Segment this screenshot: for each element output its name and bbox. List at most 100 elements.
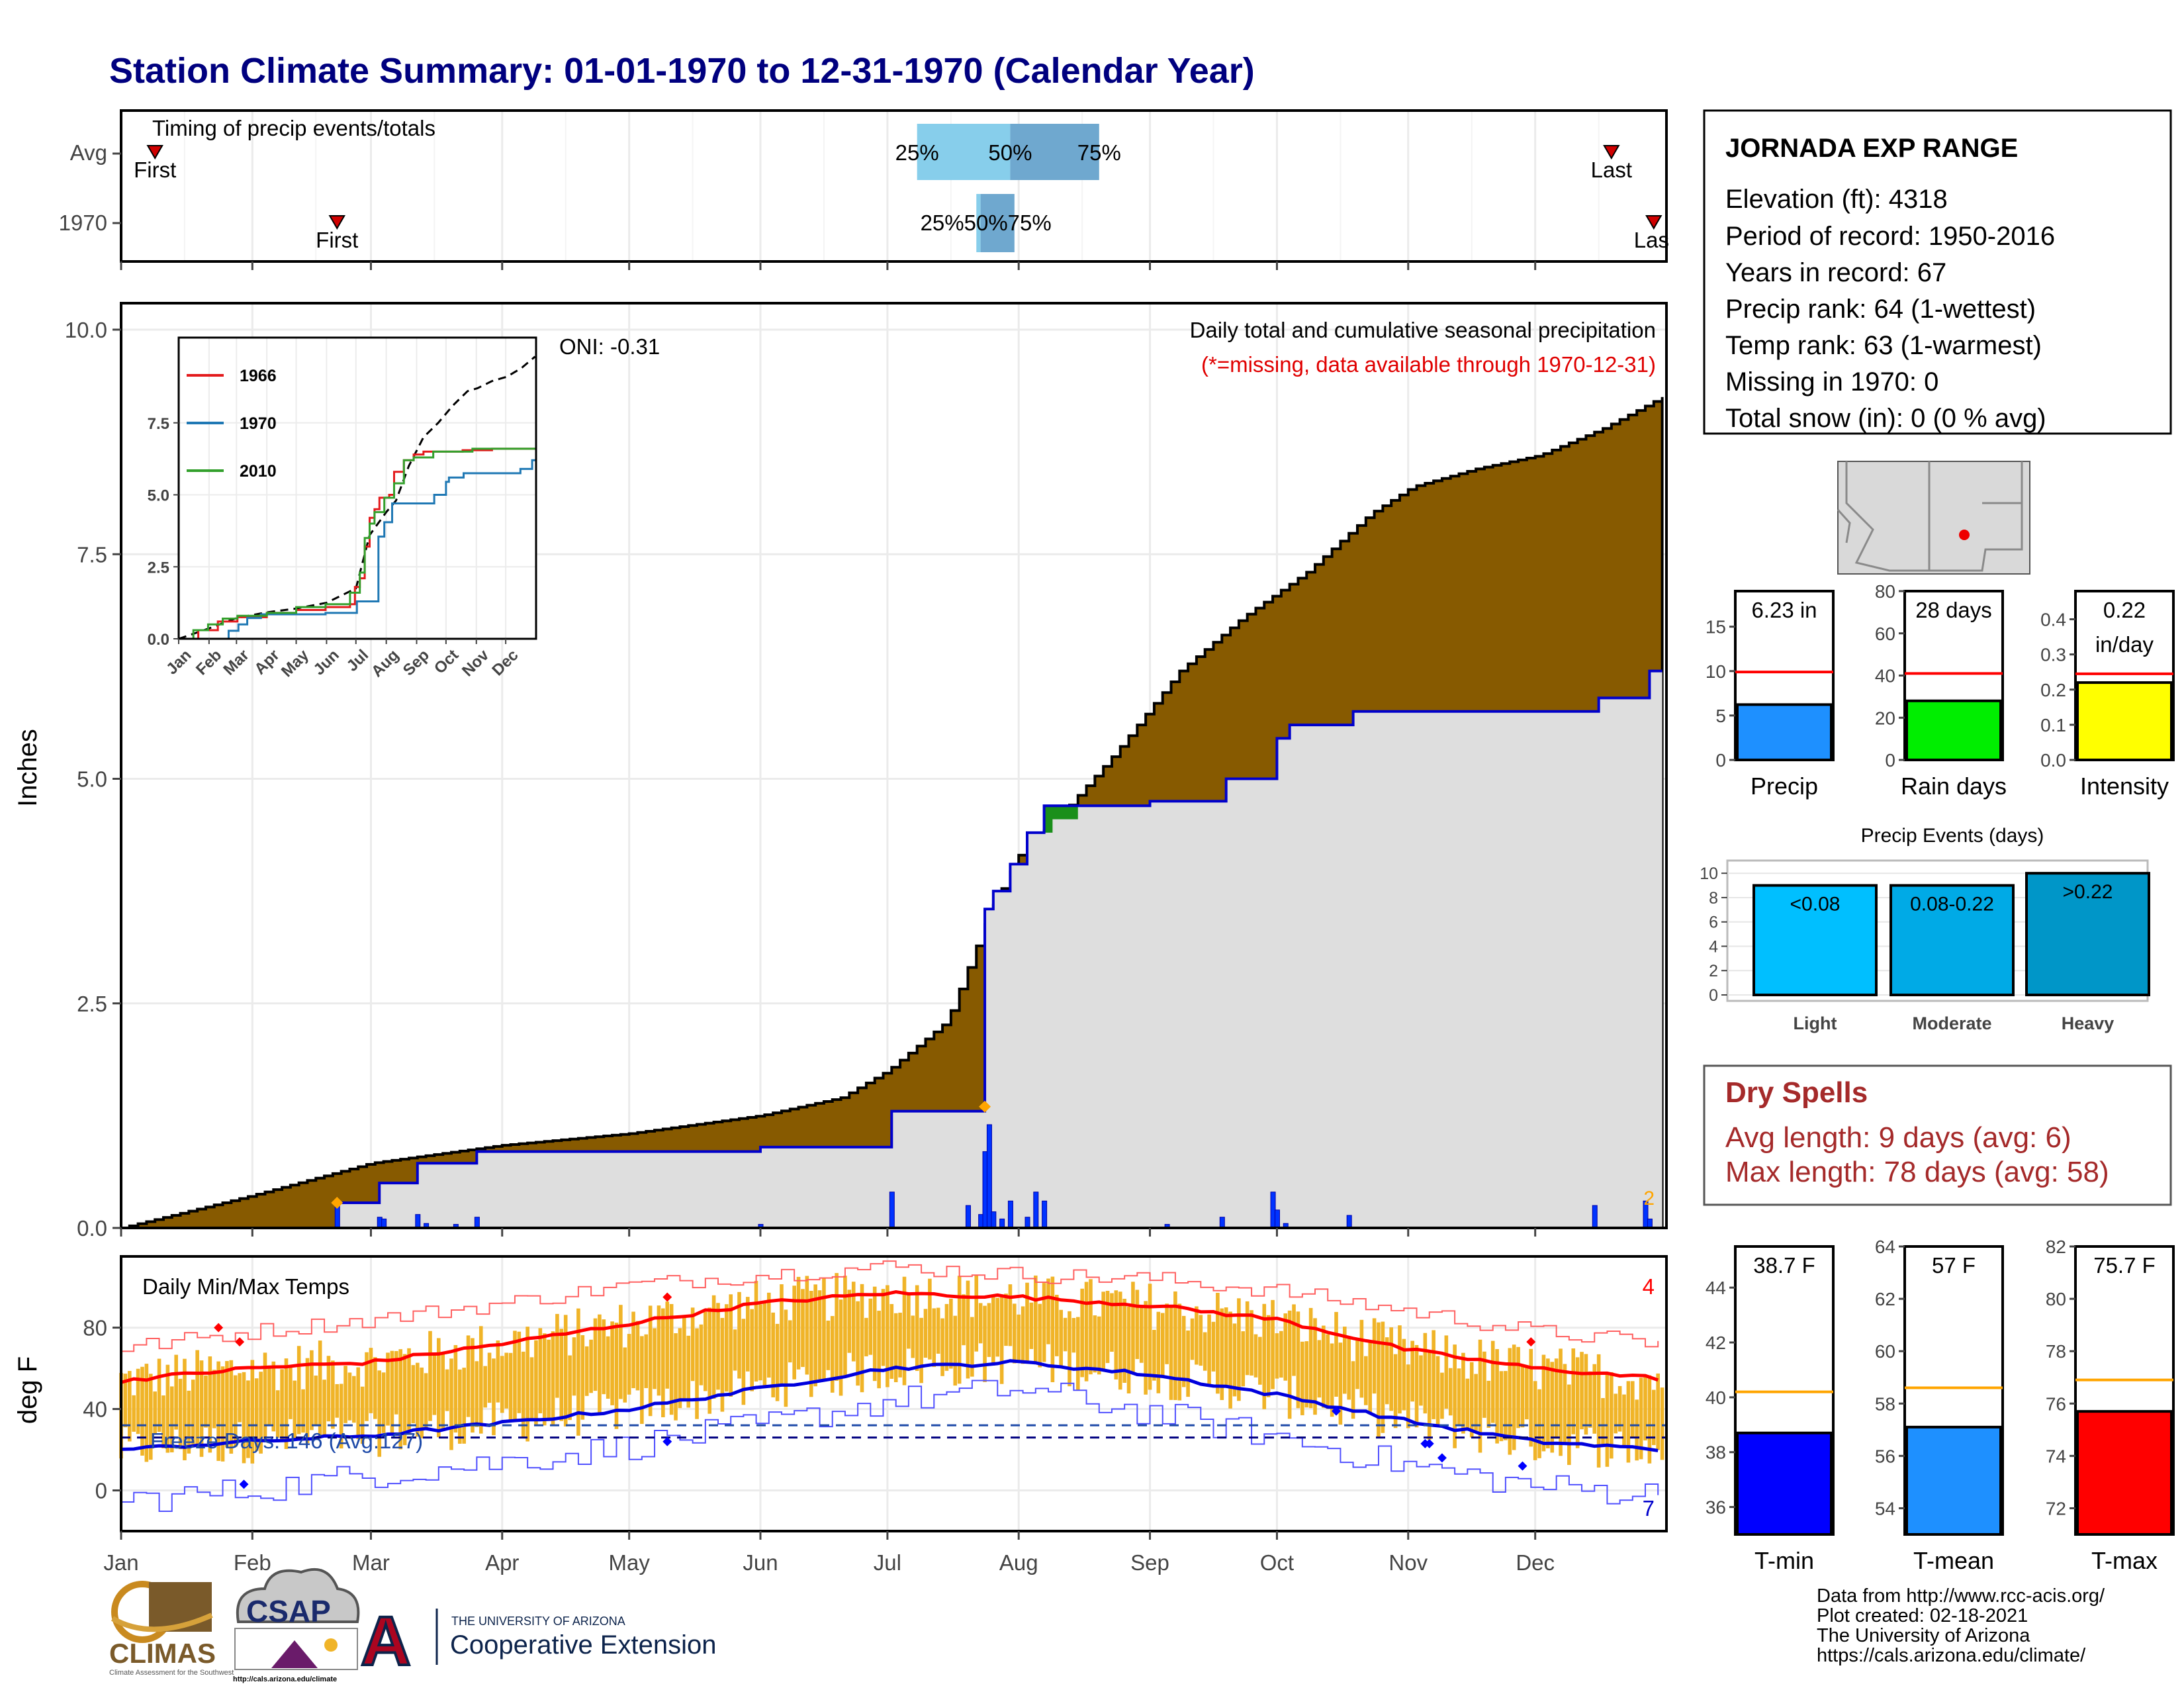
daily-temp-bar [877,1311,881,1389]
inset-line-1966 [179,447,535,640]
timing-year-first-marker [328,215,345,230]
daily-temp-bar [529,1357,534,1421]
daily-precip-bar [889,1192,895,1229]
summary-precip-tick-label: 0 [1715,750,1726,771]
temp-summary-t-mean-bar [1905,1425,2002,1536]
timing-month-ticks [120,261,1537,270]
daily-temp-bar [1186,1330,1190,1397]
daily-temp-bar [635,1321,640,1391]
daily-temp-bar [1211,1321,1216,1372]
daily-temp-bar [847,1289,852,1353]
daily-temp-bar [780,1284,784,1386]
daily-temp-bar [944,1303,949,1371]
daily-temp-bar [1660,1387,1664,1460]
daily-temp-bar [1508,1348,1512,1455]
ua-logo: A THE UNIVERSITY OF ARIZONA Cooperative … [359,1601,716,1681]
daily-precip-bar [991,1211,997,1229]
csap-logo: CSAP http://cals.arizona.edu/climate [233,1568,360,1683]
daily-temp-bar [839,1299,843,1396]
station-temp-rank: Temp rank: 63 (1-warmest) [1725,331,2042,360]
daily-temp-bar [275,1390,280,1438]
daily-temp-bar [674,1333,678,1421]
daily-temp-bar [1063,1317,1068,1352]
daily-temp-bar [936,1307,940,1354]
record-low-marker [662,1436,672,1446]
month-label-nov: Nov [1388,1550,1428,1575]
daily-temp-bars [119,1273,1664,1468]
daily-temp-bar [411,1365,416,1424]
daily-temp-bar [289,1366,293,1419]
daily-temp-bar [1338,1342,1343,1425]
events-bar-label-light: Light [1794,1013,1837,1033]
events-bar-moderate [1889,884,2015,996]
daily-temp-bar [991,1297,995,1366]
daily-precip-bar [1592,1205,1598,1229]
daily-temp-bar [1308,1307,1313,1409]
csap-sun [324,1638,338,1652]
month-label-oct: Oct [1260,1550,1294,1575]
daily-temp-bar [500,1356,504,1413]
map-frame [1837,461,2030,575]
summary-intensity-tick-label: 0.1 [2040,715,2066,735]
daily-precip-bar [474,1217,480,1229]
daily-temp-bar [572,1337,576,1396]
daily-temp-bar [1216,1293,1220,1394]
climas-name: CLIMAS [109,1638,216,1669]
daily-temp-bar [508,1352,513,1421]
temp-summary-t-max-tick-label: 72 [2046,1498,2066,1519]
daily-temp-bar [1004,1293,1008,1346]
daily-temp-bar [1406,1364,1410,1429]
credit-data-source: Data from http://www.rcc-acis.org/ [1817,1585,2105,1607]
month-label-apr: Apr [485,1550,519,1575]
temp-summary-t-max-value: 75.7 F [2093,1253,2156,1278]
climas-emblem-swoosh [111,1613,213,1632]
daily-temp-bar [648,1305,653,1417]
daily-temp-bar [1152,1329,1156,1381]
month-label-may: May [608,1550,650,1575]
daily-temp-bar [310,1350,314,1430]
precip-y-tick-label: 10.0 [65,318,107,342]
csap-cloud [236,1568,360,1623]
temp-summary-t-mean-tick-label: 58 [1875,1393,1895,1414]
dry-spells-title: Dry Spells [1725,1076,1868,1109]
temp-summary-t-mean-tick-label: 54 [1875,1498,1895,1519]
timing-year-last-marker [1645,215,1662,230]
inset-x-tick-label: Jul [343,646,373,675]
daily-temp-bar [250,1360,255,1464]
daily-temp-bar [1605,1374,1610,1467]
daily-temp-bar [1393,1354,1398,1429]
precip-annotation-title: Daily total and cumulative seasonal prec… [1190,318,1656,342]
daily-temp-bar [1068,1311,1071,1387]
daily-temp-bar [369,1348,373,1413]
daily-temp-bar [1165,1303,1169,1364]
timing-title: Timing of precip events/totals [152,116,435,140]
daily-temp-bar [1118,1291,1122,1390]
timing-year-iqr-low [976,194,981,252]
daily-temp-bar [957,1276,962,1384]
summary-rain-days-label: Rain days [1901,773,2007,800]
timing-avg-first-label: First [134,158,176,182]
summary-intensity-value: 0.22 [2103,598,2146,622]
daily-temp-bar [1304,1341,1309,1408]
timing-avg-75pct: 75% [1077,140,1121,165]
precip-annotation-missing: (*=missing, data available through 1970-… [1201,352,1656,377]
daily-precip-bar [1647,1218,1653,1229]
daily-temp-bar [187,1390,191,1454]
daily-temp-bar [1279,1331,1283,1378]
station-location-dot [1959,530,1970,540]
daily-temp-bar [1512,1344,1516,1450]
daily-temp-bar [1126,1306,1131,1394]
daily-temp-bar [1504,1371,1508,1440]
inset-x-tick-label: Nov [459,646,493,680]
inset-x-tick-label: Dec [488,646,522,679]
daily-temp-bar [1541,1354,1546,1452]
inset-y-tick-label: 2.5 [148,559,169,577]
daily-temp-bar [1131,1282,1135,1373]
daily-temp-bar [881,1289,886,1366]
daily-temp-bar [1241,1331,1246,1387]
avg-tmax-line [120,1289,1659,1384]
temp-panel-frame [120,1255,1668,1532]
daily-temp-bar [661,1308,665,1417]
daily-precip-bar [1024,1217,1030,1229]
daily-temp-bar [923,1309,928,1358]
